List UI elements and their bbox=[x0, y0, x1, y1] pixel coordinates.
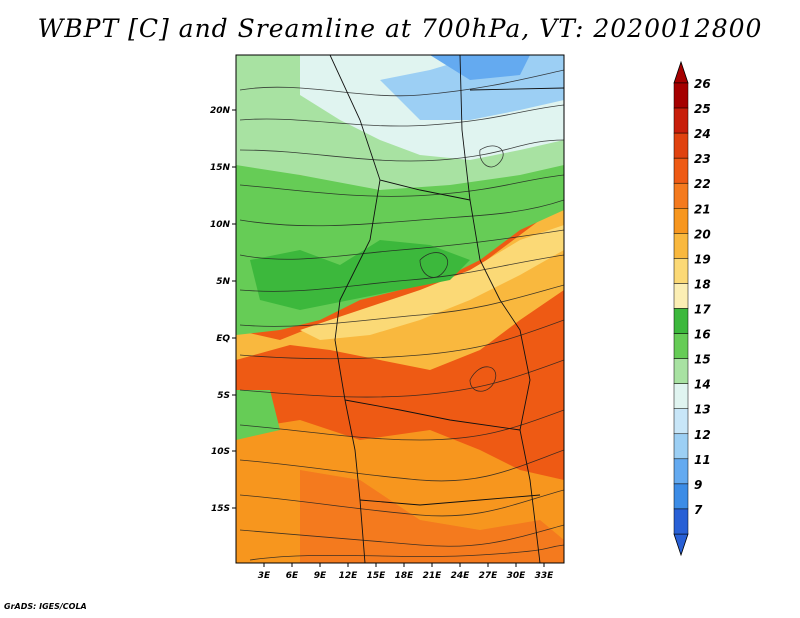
lon-label: 15E bbox=[367, 571, 387, 581]
lat-label: 5S bbox=[217, 391, 230, 401]
colorbar-cell bbox=[673, 107, 689, 134]
colorbar-cell bbox=[673, 383, 689, 409]
colorbar-label: 20 bbox=[694, 227, 711, 241]
colorbar-cell bbox=[673, 283, 689, 309]
colorbar-cell bbox=[673, 233, 689, 259]
colorbar-label: 18 bbox=[694, 277, 711, 291]
colorbar: 26 25 24 23 22 21 20 19 18 17 16 15 14 13 12 11 9 7 bbox=[673, 60, 711, 557]
colorbar-label: 9 bbox=[694, 478, 702, 492]
colorbar-label: 11 bbox=[694, 453, 711, 467]
colorbar-label: 19 bbox=[694, 252, 711, 266]
lon-axis: 3E 6E 9E 12E 15E 18E 21E 24E 27E 30E 33E bbox=[258, 563, 554, 581]
colorbar-label: 25 bbox=[694, 102, 711, 116]
credit-label: GrADS: IGES/COLA bbox=[4, 602, 87, 611]
colorbar-cell bbox=[673, 157, 689, 184]
colorbar-label: 7 bbox=[694, 503, 703, 517]
lon-label: 24E bbox=[451, 571, 471, 581]
lat-label: EQ bbox=[216, 334, 230, 344]
lon-label: 33E bbox=[535, 571, 555, 581]
colorbar-cell bbox=[673, 458, 689, 485]
lon-label: 12E bbox=[339, 571, 359, 581]
lon-label: 21E bbox=[423, 571, 443, 581]
map-frame bbox=[235, 54, 565, 564]
colorbar-bottom-arrow bbox=[673, 533, 689, 557]
colorbar-cell bbox=[673, 182, 689, 209]
lon-label: 3E bbox=[258, 571, 271, 581]
colorbar-cell bbox=[673, 483, 689, 510]
colorbar-label: 12 bbox=[694, 428, 711, 442]
lat-label: 15N bbox=[210, 163, 231, 173]
colorbar-cell bbox=[673, 333, 689, 359]
colorbar-cell bbox=[673, 208, 689, 234]
lat-label: 10N bbox=[210, 220, 231, 230]
colorbar-cell bbox=[673, 258, 689, 284]
lon-label: 9E bbox=[314, 571, 327, 581]
colorbar-label: 22 bbox=[694, 177, 711, 191]
colorbar-cell bbox=[673, 132, 689, 159]
colorbar-label: 13 bbox=[694, 403, 711, 417]
colorbar-cell bbox=[673, 308, 689, 334]
colorbar-cell bbox=[673, 508, 689, 535]
colorbar-label: 16 bbox=[694, 328, 711, 342]
lon-label: 6E bbox=[286, 571, 299, 581]
colorbar-cell bbox=[673, 433, 689, 460]
page-title: WBPT [C] and Sreamline at 700hPa, VT: 20… bbox=[37, 14, 763, 43]
colorbar-label: 15 bbox=[694, 353, 711, 367]
colorbar-label: 17 bbox=[694, 303, 711, 317]
colorbar-top-arrow bbox=[673, 60, 689, 84]
colorbar-cell bbox=[673, 358, 689, 384]
lat-axis: 20N 15N 10N 5N EQ 5S 10S 15S bbox=[210, 106, 236, 514]
lat-label: 5N bbox=[216, 277, 230, 287]
wbpt-field bbox=[236, 55, 564, 563]
lon-label: 18E bbox=[395, 571, 415, 581]
colorbar-label: 26 bbox=[694, 77, 711, 91]
lat-label: 20N bbox=[210, 106, 231, 116]
colorbar-cell bbox=[673, 82, 689, 109]
colorbar-cell bbox=[673, 408, 689, 435]
colorbar-label: 21 bbox=[694, 202, 711, 216]
lat-label: 10S bbox=[211, 447, 230, 457]
lon-label: 30E bbox=[507, 571, 527, 581]
colorbar-label: 14 bbox=[694, 378, 711, 392]
colorbar-label: 23 bbox=[694, 152, 711, 166]
lat-label: 15S bbox=[211, 504, 230, 514]
colorbar-label: 24 bbox=[694, 127, 711, 141]
lon-label: 27E bbox=[479, 571, 499, 581]
